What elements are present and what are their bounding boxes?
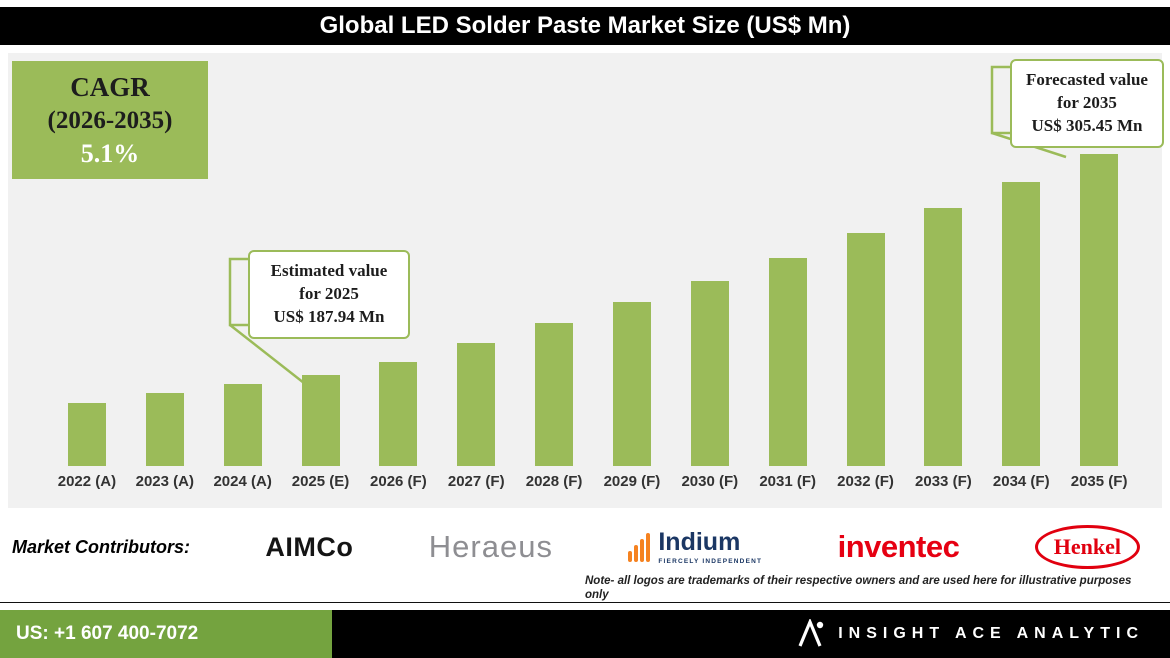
indium-logo: Indium FIERCELY INDEPENDENT [628,527,763,565]
callout-line: for 2035 [1057,92,1117,112]
x-axis-label: 2029 (F) [603,473,661,490]
bar-column: 2035 (F) [1060,153,1138,493]
x-axis-label: 2022 (A) [57,473,117,490]
divider-line [0,602,1170,603]
inventec-logo: inventec [837,529,960,564]
cagr-label: CAGR [70,72,150,103]
bar-column: 2034 (F) [982,181,1060,493]
x-axis-label: 2030 (F) [681,473,739,490]
contributors-label: Market Contributors: [12,536,191,557]
x-axis-label: 2035 (F) [1070,473,1128,490]
bar-column: 2024 (A) [204,383,282,492]
bar-2023 [145,393,184,466]
bar-2033 [924,208,963,466]
white-gap [0,603,1170,610]
bar-column: 2030 (F) [671,280,749,493]
x-axis-label: 2031 (F) [759,473,817,490]
indium-wordmark: Indium [658,527,741,556]
indium-bars-icon [628,532,651,562]
x-axis-label: 2034 (F) [992,473,1050,490]
callout-value: US$ 305.45 Mn [1031,115,1143,135]
trademark-note: Note- all logos are trademarks of their … [585,575,1132,602]
footer-bar: US: +1 607 400-7072 INSIGHT ACE ANALYTIC [0,610,1170,658]
bar-2028 [535,323,574,466]
aimco-logo: AIMCo [265,531,354,562]
bar-column: 2029 (F) [593,302,671,492]
chart-title: Global LED Solder Paste Market Size (US$… [319,12,851,39]
x-axis-label: 2027 (F) [447,473,505,490]
bar-2027 [457,342,496,466]
bar-column: 2033 (F) [904,208,982,492]
bar-2031 [768,257,807,466]
phone-box: US: +1 607 400-7072 [0,610,332,658]
brand-name: INSIGHT ACE ANALYTIC [838,625,1144,642]
callout-line: Forecasted value [1026,70,1148,89]
bar-column: 2023 (A) [126,393,204,492]
bar-2034 [1002,181,1041,466]
cagr-value: 5.1% [80,138,140,168]
bar-2022 [67,402,106,466]
x-axis-label: 2032 (F) [837,473,894,490]
bar-column: 2027 (F) [437,342,515,492]
bar-column: 2031 (F) [749,257,827,492]
x-axis-label: 2024 (A) [213,473,272,490]
indium-text-block: Indium FIERCELY INDEPENDENT [658,527,763,565]
brand-block: INSIGHT ACE ANALYTIC [796,619,1144,649]
x-axis-label: 2025 (E) [291,473,350,490]
x-axis-label: 2033 (F) [915,473,972,490]
bar-column: 2026 (F) [359,361,437,492]
indium-tagline: FIERCELY INDEPENDENT [658,557,763,565]
henkel-logo: Henkel [1034,525,1140,569]
x-axis-label: 2023 (A) [135,473,194,490]
cagr-period: (2026-2035) [47,106,173,134]
bar-2029 [612,302,651,466]
bar-column: 2025 (E) [282,375,360,492]
bar-column: 2028 (F) [515,323,593,492]
callout-line: for 2025 [299,283,359,303]
bar-2024 [223,383,262,466]
callout-line: Estimated value [270,261,388,280]
bar-column: 2032 (F) [827,233,905,492]
heraeus-logo: Heraeus [428,529,553,564]
bar-2026 [379,361,418,466]
chart-panel: CAGR (2026-2035) 5.1% Estimated value fo… [8,53,1164,508]
phone-number: US: +1 607 400-7072 [16,623,199,644]
x-axis-label: 2028 (F) [525,473,583,490]
callout-estimated-2025: Estimated value for 2025 US$ 187.94 Mn [248,250,410,339]
insightace-logo-icon [798,619,824,647]
bar-plot: 2022 (A) 2023 (A) 2024 (A) 2025 (E) 2026 (F)… [48,153,1138,493]
chart-title-bar: Global LED Solder Paste Market Size (US$… [0,7,1170,45]
bar-2025 [301,375,340,466]
bar-2035 [1080,153,1119,466]
cagr-box: CAGR (2026-2035) 5.1% [12,61,208,179]
callout-value: US$ 187.94 Mn [273,306,385,326]
callout-forecast-2035: Forecasted value for 2035 US$ 305.45 Mn [1010,59,1164,148]
bar-2032 [846,233,885,466]
x-axis-label: 2026 (F) [370,473,427,490]
bar-2030 [690,280,729,466]
bar-column: 2022 (A) [48,402,126,492]
contributors-section: Market Contributors: AIMCo Heraeus Indiu… [0,508,1170,602]
